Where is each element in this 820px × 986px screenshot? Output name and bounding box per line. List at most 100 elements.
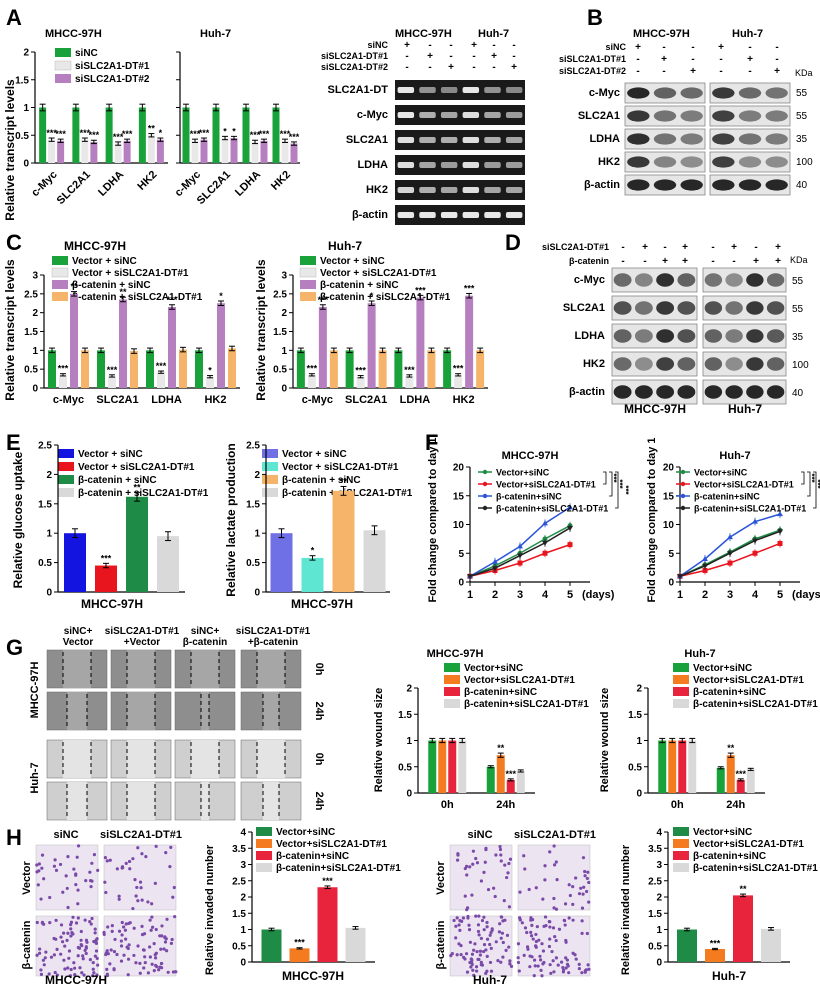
h-huh7-vector-si-cell: [577, 892, 582, 896]
d-condition-sign: -: [754, 242, 757, 253]
h-mhcc-vector-sinc-cell: [76, 902, 80, 906]
g-title: MHCC-97H: [427, 648, 484, 660]
h-huh7-vector-sinc-cell: [494, 853, 498, 857]
h-huh7-bcat-sinc-cell: [471, 968, 475, 972]
h-mhcc-bcat-sinc-cell: [92, 971, 96, 975]
e-glucose-bar: [157, 536, 179, 592]
a-legend-swatch: [54, 60, 72, 71]
g-col-header: +β-catenin: [248, 637, 298, 648]
g-mhcc-y-tick-label: 0: [406, 789, 412, 800]
c-right-legend-swatch: [300, 292, 316, 301]
h-mhcc-bcat-sinc-cell: [37, 951, 42, 955]
h-huh7-bcat-sinc-cell: [470, 958, 474, 962]
c-huh7-bar: [394, 350, 403, 388]
h-mhcc-vector-sinc-cell: [58, 862, 63, 867]
e-glucose-y-tick-label: 1.5: [38, 499, 52, 510]
h-huh7-vector-sinc-cell: [506, 871, 510, 875]
h-mhcc-bcat-sinc-cell: [62, 931, 66, 935]
a-gel-3-gel-band: [419, 162, 436, 168]
h-huh7-bcat-sinc-cell: [477, 933, 481, 937]
f-huh7-legend-label: Vector+siNC: [694, 468, 748, 478]
d-blot-huh7-4-band: [766, 385, 785, 399]
f-huh7-y-tick-label: 0: [668, 578, 674, 589]
h-xlabel: MHCC-97H: [282, 969, 344, 983]
c-mhcc-y-tick-label: 0: [32, 384, 38, 395]
h-mhcc-bcat-sinc-cell: [52, 936, 56, 941]
a-gel-3-gel-band: [440, 162, 458, 168]
e-glucose-y-tick-label: 0.5: [38, 558, 52, 569]
e-right-legend-swatch: [262, 462, 278, 471]
g-wound-gap: [201, 692, 209, 730]
h-ylabel: Relative invaded number: [204, 844, 216, 975]
g-wound-gap: [127, 740, 155, 778]
a-condition-sign: -: [405, 51, 408, 62]
g-mhcc-significance: ***: [505, 769, 516, 779]
h-huh7-bcat-sinc-cell: [455, 916, 459, 920]
h-mhcc-bcat-sinc-cell: [63, 967, 67, 971]
h-huh7-bcat-si-cell: [585, 931, 589, 936]
h-mhcc-y-tick-label: 2.5: [232, 876, 246, 887]
g-wound-gap: [127, 782, 155, 820]
d-condition-label: β-catenin: [569, 256, 609, 266]
h-mhcc-vector-si-cell: [131, 857, 135, 861]
h-huh7-bcat-si-cell: [564, 966, 568, 970]
a-huh7-significance: ***: [259, 129, 270, 139]
c-mhcc-significance: *: [208, 366, 212, 376]
h-mhcc-bcat-sinc-cell: [60, 940, 65, 944]
a-condition-sign: +: [404, 40, 410, 51]
h-mhcc-vector-si-image: [103, 844, 177, 911]
c-ylabel: Relative transcript levels: [3, 259, 17, 401]
h-huh7-bcat-si-cell: [518, 916, 522, 920]
c-huh7-significance: ***: [307, 364, 318, 374]
c-right-legend-label: β-catenin + siNC: [320, 280, 399, 291]
h-mhcc-bcat-sinc-cell: [72, 961, 76, 965]
h-mhcc-bcat-sinc-cell: [49, 955, 54, 959]
b-condition-sign: -: [748, 42, 751, 53]
h-huh7-bcat-sinc-cell: [459, 953, 463, 957]
h-huh7-bcat-sinc-cell: [478, 949, 483, 953]
a-mhcc-bar: [57, 140, 65, 163]
b-blot-mhcc-0-band: [680, 87, 703, 99]
h-huh7-y-tick-label: 1: [656, 925, 662, 936]
h-huh7-bcat-si-cell: [542, 924, 546, 928]
h-huh7-vector-sinc-cell: [507, 905, 512, 909]
h-huh7-bcat-sinc-cell: [476, 929, 481, 934]
a-gel-4-gel-band: [440, 187, 458, 193]
h-mhcc-vector-sinc-cell: [88, 870, 92, 874]
e-xlabel: MHCC-97H: [81, 597, 143, 611]
a-huh7-significance: ***: [289, 132, 300, 142]
d-kda-label: KDa: [790, 255, 808, 265]
f-huh7-sig-bracket: [813, 471, 817, 509]
h-mhcc-vector-sinc-cell: [52, 864, 57, 868]
h-mhcc-vector-si-cell: [117, 894, 121, 898]
c-mhcc-bar: [48, 350, 56, 388]
f-huh7-significance: ***: [807, 473, 816, 483]
h-mhcc-cell-label: MHCC-97H: [45, 973, 107, 986]
c-mhcc-y-tick-label: 1.5: [24, 327, 38, 338]
c-mhcc-bar: [195, 350, 203, 388]
b-condition-sign: -: [719, 66, 722, 77]
c-huh7-bar: [454, 374, 463, 388]
g-right-legend-label: Vector+siSLC2A1-DT#1: [693, 675, 804, 686]
d-blot-huh7-0-band: [704, 273, 723, 287]
h-mhcc-bcat-sinc-cell: [76, 954, 80, 958]
h-mhcc-bcat-si-cell: [159, 947, 163, 951]
h-mhcc-vector-sinc-cell: [42, 877, 46, 881]
a-huh7-significance: *: [232, 126, 236, 136]
c-huh7-significance: ***: [453, 364, 464, 374]
a-huh7-bar: [182, 107, 190, 163]
g-mhcc-bar: [428, 740, 437, 793]
c-mhcc-y-tick-label: 0.5: [24, 365, 38, 376]
b-blot-huh7-1-band: [765, 110, 788, 122]
h-mhcc-bcat-si-cell: [128, 921, 132, 925]
h-huh7-bcat-si-cell: [548, 925, 552, 929]
h-huh7-bcat-si-cell: [584, 968, 588, 972]
h-mhcc-vector-si-cell: [136, 899, 140, 903]
h-huh7-vector-si-cell: [563, 902, 568, 906]
h-huh7-vector-si-cell: [552, 896, 556, 901]
a-mhcc-significance: ***: [122, 129, 133, 139]
h-mhcc-bcat-si-cell: [143, 961, 147, 965]
d-condition-sign: +: [753, 256, 759, 267]
h-huh7-bcat-sinc-cell: [464, 952, 469, 956]
